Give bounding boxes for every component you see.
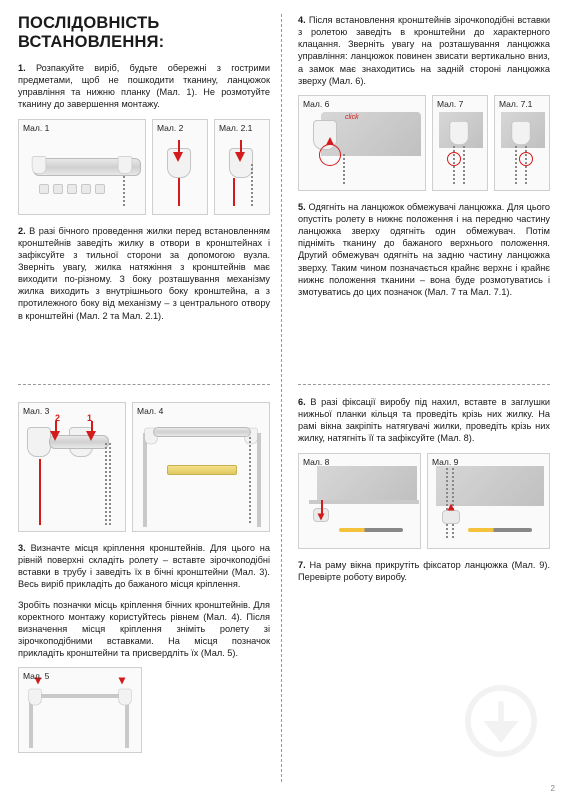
step-7-num: 7. bbox=[298, 560, 306, 570]
right-column-lower: 6. В разі фіксації виробу під нахил, вст… bbox=[298, 396, 550, 591]
figure-7-1: Мал. 7.1 bbox=[494, 95, 550, 191]
step-2-text: 2. В разі бічного проведення жилки перед… bbox=[18, 225, 270, 322]
figure-4-label: Мал. 4 bbox=[137, 406, 163, 416]
figure-row-5: Мал. 8 Мал. 9 bbox=[298, 453, 550, 549]
step-3b-body: Зробіть позначки місць кріплення бічних … bbox=[18, 600, 270, 659]
step-2-num: 2. bbox=[18, 226, 26, 236]
figure-5-label: Мал. 5 bbox=[23, 671, 49, 681]
step-4-body: Після встановлення кронштейнів зірочкопо… bbox=[298, 15, 550, 86]
vertical-divider bbox=[281, 14, 282, 782]
figure-6: Мал. 6 click bbox=[298, 95, 426, 191]
figure-5: Мал. 5 bbox=[18, 667, 142, 753]
step-7-text: 7. На раму вікна прикрутіть фіксатор лан… bbox=[298, 559, 550, 583]
page-number: 2 bbox=[551, 784, 555, 793]
figure-2-1: Мал. 2.1 bbox=[214, 119, 270, 215]
left-mid-divider bbox=[18, 384, 270, 385]
step-6-text: 6. В разі фіксації виробу під нахил, вст… bbox=[298, 396, 550, 445]
step-3-num: 3. bbox=[18, 543, 26, 553]
step-5-body: Одягніть на ланцюжок обмежувачі ланцюжка… bbox=[298, 202, 550, 297]
figure-8: Мал. 8 bbox=[298, 453, 421, 549]
step-2-body: В разі бічного проведення жилки перед вс… bbox=[18, 226, 270, 321]
step-4-text: 4. Після встановлення кронштейнів зірочк… bbox=[298, 14, 550, 87]
figure-3: Мал. 3 2 1 bbox=[18, 402, 126, 532]
figure-2-label: Мал. 2 bbox=[157, 123, 183, 133]
figure-2: Мал. 2 bbox=[152, 119, 208, 215]
click-label: click bbox=[345, 114, 359, 121]
left-column: ПОСЛІДОВНІСТЬ ВСТАНОВЛЕННЯ: 1. Розпакуйт… bbox=[18, 14, 270, 330]
figure-9: Мал. 9 bbox=[427, 453, 550, 549]
step-3a-text: 3. Визначте місця кріплення кронштейнів.… bbox=[18, 542, 270, 591]
figure-row-2: Мал. 3 2 1 Мал. 4 bbox=[18, 402, 270, 532]
step-3a-body: Визначте місця кріплення кронштейнів. Дл… bbox=[18, 543, 270, 589]
figure-6-label: Мал. 6 bbox=[303, 99, 329, 109]
right-column: 4. Після встановлення кронштейнів зірочк… bbox=[298, 14, 550, 306]
figure-9-label: Мал. 9 bbox=[432, 457, 458, 467]
step-1-body: Розпакуйте виріб, будьте обережні з гост… bbox=[18, 63, 270, 109]
figure-1: Мал. 1 bbox=[18, 119, 146, 215]
figure-row-3: Мал. 5 bbox=[18, 667, 270, 753]
step-6-num: 6. bbox=[298, 397, 306, 407]
figure-7: Мал. 7 bbox=[432, 95, 488, 191]
page-title: ПОСЛІДОВНІСТЬ ВСТАНОВЛЕННЯ: bbox=[18, 14, 270, 52]
left-column-lower: Мал. 3 2 1 Мал. 4 bbox=[18, 396, 270, 763]
step-7-body: На раму вікна прикрутіть фіксатор ланцюж… bbox=[298, 560, 550, 582]
step-1-num: 1. bbox=[18, 63, 26, 73]
step-5-num: 5. bbox=[298, 202, 306, 212]
figure-4: Мал. 4 bbox=[132, 402, 270, 532]
step-6-body: В разі фіксації виробу під нахил, вставт… bbox=[298, 397, 550, 443]
figure-row-1: Мал. 1 Мал. 2 Мал. 2.1 bbox=[18, 119, 270, 215]
figure-7-label: Мал. 7 bbox=[437, 99, 463, 109]
step-3b-text: Зробіть позначки місць кріплення бічних … bbox=[18, 599, 270, 660]
instruction-page: ПОСЛІДОВНІСТЬ ВСТАНОВЛЕННЯ: 1. Розпакуйт… bbox=[0, 0, 565, 799]
figure-row-4: Мал. 6 click Мал. 7 Мал. 7.1 bbox=[298, 95, 550, 191]
figure-8-label: Мал. 8 bbox=[303, 457, 329, 467]
figure-7-1-label: Мал. 7.1 bbox=[499, 99, 532, 109]
step-5-text: 5. Одягніть на ланцюжок обмежувачі ланцю… bbox=[298, 201, 550, 298]
figure-2-1-label: Мал. 2.1 bbox=[219, 123, 252, 133]
right-mid-divider bbox=[298, 384, 550, 385]
figure-1-label: Мал. 1 bbox=[23, 123, 49, 133]
step-1-text: 1. Розпакуйте виріб, будьте обережні з г… bbox=[18, 62, 270, 111]
step-4-num: 4. bbox=[298, 15, 306, 25]
watermark-icon bbox=[465, 685, 537, 757]
figure-3-label: Мал. 3 bbox=[23, 406, 49, 416]
